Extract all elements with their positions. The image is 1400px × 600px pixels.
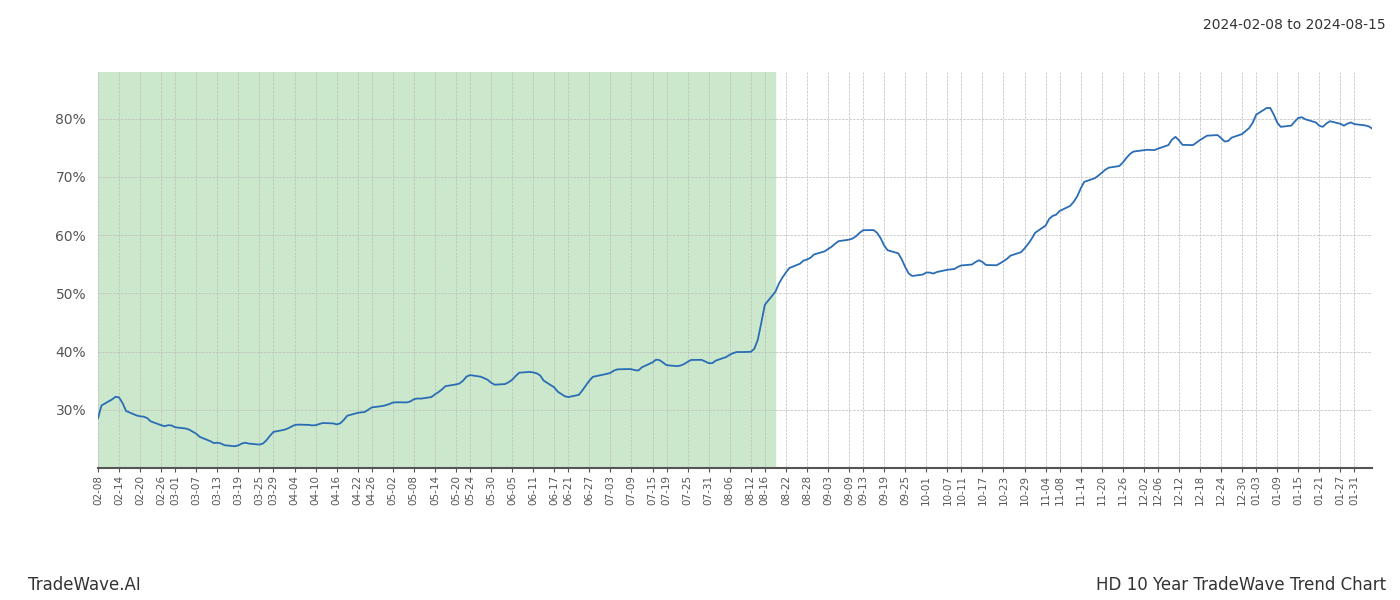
Bar [98,72,776,468]
Text: 2024-02-08 to 2024-08-15: 2024-02-08 to 2024-08-15 [1204,18,1386,32]
Text: TradeWave.AI: TradeWave.AI [28,576,141,594]
Text: HD 10 Year TradeWave Trend Chart: HD 10 Year TradeWave Trend Chart [1096,576,1386,594]
